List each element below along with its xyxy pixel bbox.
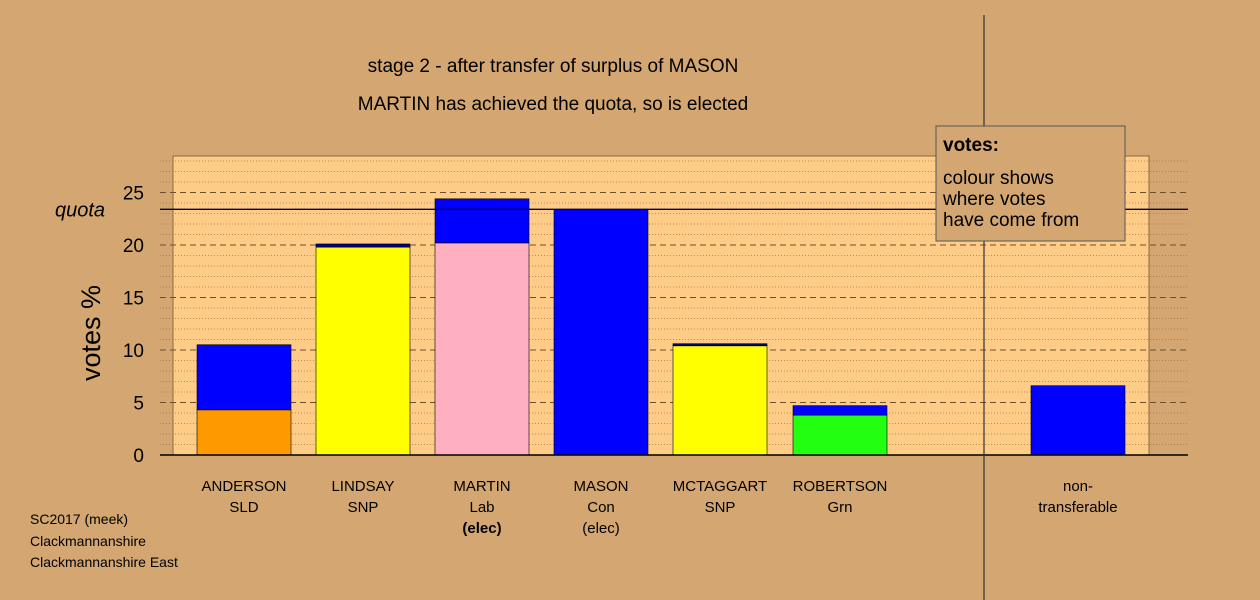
y-axis-label: votes % — [76, 285, 106, 381]
y-tick-label: 15 — [123, 289, 144, 310]
legend-title: votes: — [943, 135, 999, 156]
footer-line: SC2017 (meek) — [30, 511, 128, 527]
legend-frame — [935, 125, 1126, 242]
bar-segment-anderson — [196, 409, 292, 456]
bar-segment-mctaggart — [672, 345, 768, 456]
y-tick-label: 0 — [133, 446, 144, 467]
nontransferable-label: non- — [1063, 478, 1093, 495]
candidate-name-label: ROBERTSON — [793, 478, 888, 495]
candidate-name-label: MCTAGGART — [673, 478, 767, 495]
bar-segment-mason — [553, 209, 649, 456]
candidate-name-label: ANDERSON — [201, 478, 286, 495]
candidate-name-label: MASON — [573, 478, 628, 495]
bar-segment-nontransferable — [1030, 385, 1126, 456]
legend-line: colour shows — [943, 168, 1054, 189]
candidate-name-label: MARTIN — [453, 478, 510, 495]
bar-segment-lindsay — [315, 243, 411, 248]
candidate-status-label: (elec) — [582, 520, 620, 537]
footer-line: Clackmannanshire — [30, 533, 146, 549]
chart-subtitle: MARTIN has achieved the quota, so is ele… — [358, 94, 748, 115]
candidate-name-label: LINDSAY — [331, 478, 394, 495]
candidate-party-label: SLD — [229, 499, 258, 516]
candidate-party-label: SNP — [348, 499, 379, 516]
legend-line: where votes — [942, 189, 1045, 210]
bar-segment-mctaggart — [672, 343, 768, 347]
y-tick-label: 25 — [123, 184, 144, 205]
y-tick-label: 10 — [123, 341, 144, 362]
footer-line: Clackmannanshire East — [30, 554, 178, 570]
candidate-party-label: Grn — [827, 499, 852, 516]
candidate-party-label: SNP — [705, 499, 736, 516]
legend-line: have come from — [943, 210, 1079, 231]
bar-segment-martin — [434, 198, 530, 244]
nontransferable-label: transferable — [1038, 499, 1117, 516]
legend-box: votes: colour shows where votes have com… — [935, 125, 1126, 242]
candidate-status-label: (elec) — [462, 520, 501, 537]
candidate-party-label: Lab — [469, 499, 494, 516]
bar-segment-anderson — [196, 344, 292, 411]
y-tick-label: 5 — [133, 394, 144, 415]
bar-segment-lindsay — [315, 246, 411, 456]
candidate-party-label: Con — [587, 499, 615, 516]
bar-segment-robertson — [792, 405, 888, 416]
chart-title: stage 2 - after transfer of surplus of M… — [368, 56, 739, 77]
quota-label: quota — [55, 199, 105, 221]
bar-segment-martin — [434, 242, 530, 456]
bar-segment-robertson — [792, 414, 888, 456]
y-tick-label: 20 — [123, 236, 144, 257]
